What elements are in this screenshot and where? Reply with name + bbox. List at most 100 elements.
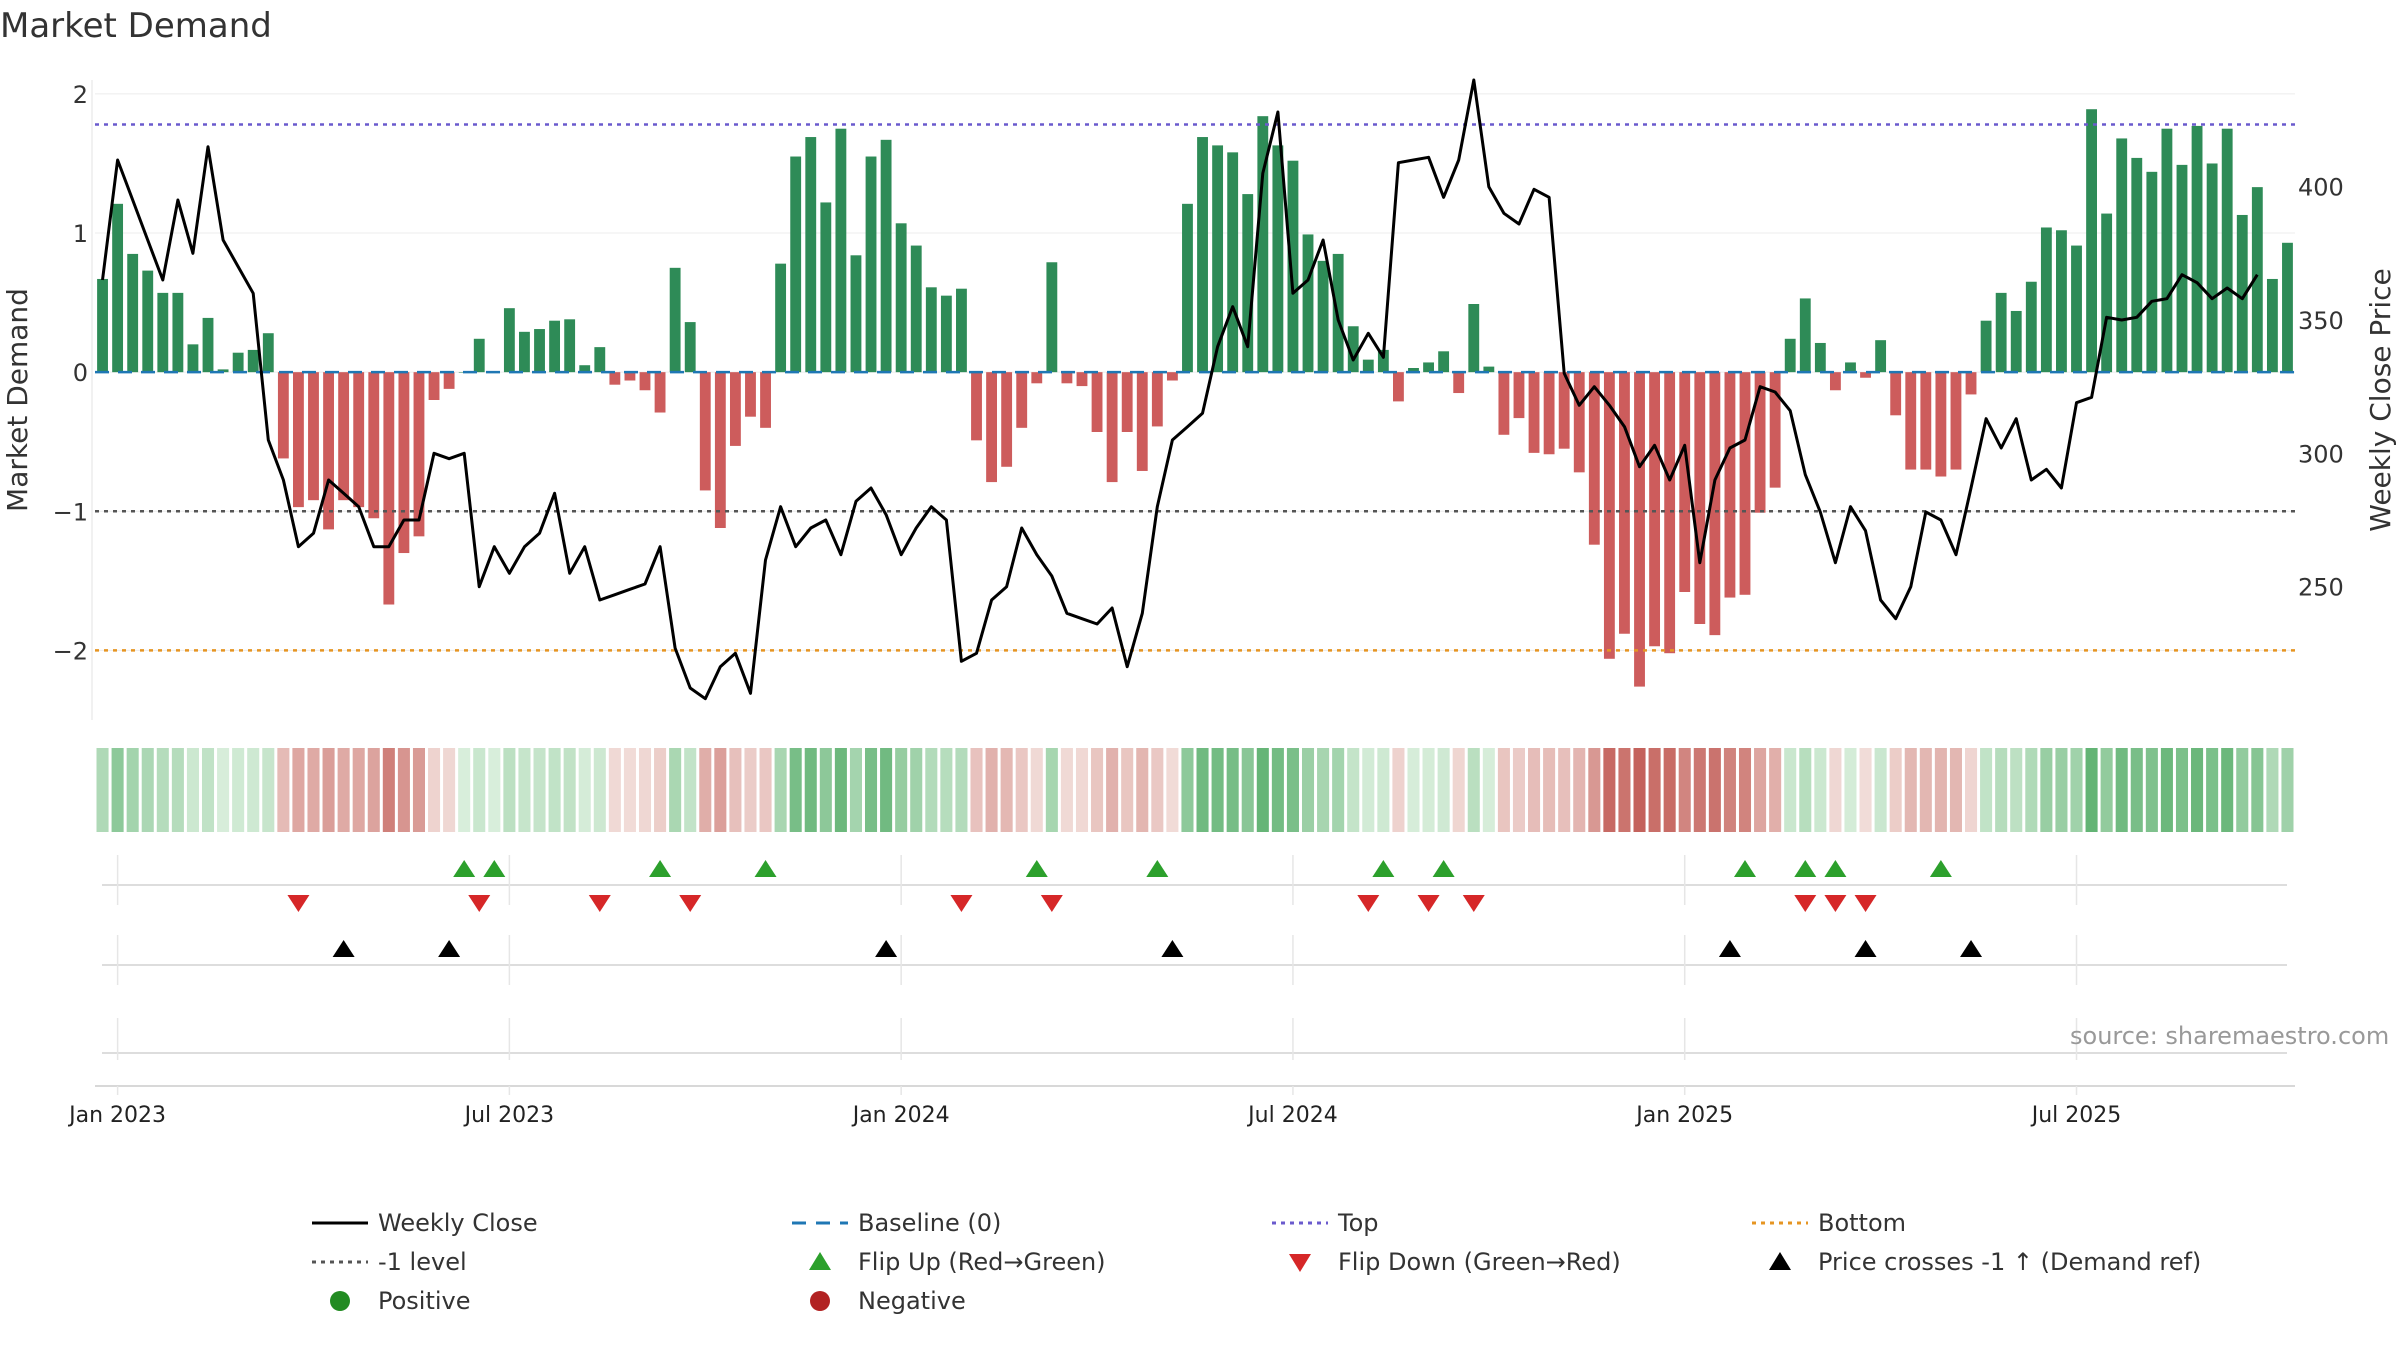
demand-bar-positive	[1995, 292, 2007, 373]
demand-bar-positive	[247, 349, 259, 373]
demand-bar-negative	[1769, 372, 1781, 488]
heat-strip-cell	[2070, 748, 2083, 832]
heat-strip-cell	[262, 748, 275, 832]
demand-bar-negative	[443, 372, 455, 389]
heat-strip-cell	[1889, 748, 1902, 832]
demand-bar-positive	[594, 347, 606, 373]
heat-strip-cell	[367, 748, 380, 832]
heat-strip-cell	[744, 748, 757, 832]
legend-line-swatch	[312, 1221, 368, 1225]
heat-strip-cell	[382, 748, 395, 832]
demand-bar-positive	[1408, 368, 1419, 373]
demand-bar-positive	[519, 331, 530, 373]
heat-strip-cell	[186, 748, 199, 832]
legend-item-flip-up: Flip Up (Red→Green)	[780, 1244, 1106, 1280]
heat-strip-cell	[2025, 748, 2038, 832]
demand-bar-negative	[1649, 372, 1661, 647]
heat-strip-cell	[1482, 748, 1495, 832]
demand-bar-positive	[1784, 338, 1796, 373]
demand-bar-positive	[2131, 157, 2143, 373]
legend-item-positive: Positive	[300, 1283, 471, 1319]
heat-strip-cell	[1648, 748, 1661, 832]
demand-bar-positive	[564, 319, 576, 373]
demand-bar-negative	[1513, 372, 1525, 419]
y2-tick-label: 400	[2298, 174, 2344, 202]
demand-bar-positive	[549, 320, 561, 373]
heat-strip-cell	[201, 748, 215, 832]
demand-bar-positive	[2251, 187, 2263, 373]
price-cross-marker	[332, 940, 355, 957]
heat-strip-cell	[1301, 748, 1315, 832]
demand-bar-negative	[1619, 372, 1630, 634]
heat-strip-cell	[1226, 748, 1239, 832]
legend: Weekly Close Baseline (0) Top Bottom -1 …	[300, 1205, 2250, 1325]
heat-strip-cell	[1497, 748, 1510, 832]
heat-strip-cell	[1271, 748, 1284, 832]
triangle-up-icon	[809, 1252, 831, 1270]
flip-down-marker	[588, 895, 611, 912]
legend-item-weekly-close: Weekly Close	[300, 1205, 538, 1241]
heat-strip-cell	[1528, 748, 1541, 832]
demand-bar-positive	[1242, 194, 1254, 373]
demand-bar-positive	[850, 255, 862, 373]
legend-item-flip-down: Flip Down (Green→Red)	[1260, 1244, 1621, 1280]
demand-bar-positive	[1212, 145, 1224, 373]
demand-bar-positive	[1438, 351, 1450, 373]
x-tick-label: Jan 2023	[67, 1103, 166, 1128]
legend-item-baseline: Baseline (0)	[780, 1205, 1001, 1241]
triangle-down-icon	[1289, 1254, 1311, 1272]
demand-bar-negative	[1905, 372, 1917, 470]
heat-strip-cell	[563, 748, 576, 832]
heat-strip-cell	[2160, 748, 2173, 832]
heat-strip-cell	[2206, 748, 2219, 832]
flip-up-marker	[649, 860, 672, 877]
flip-up-marker	[1824, 860, 1847, 877]
demand-bar-positive	[1197, 137, 1208, 373]
heat-strip-cell	[1980, 748, 1993, 832]
heat-strip-cell	[1106, 748, 1119, 832]
y2-tick-label: 250	[2298, 574, 2344, 602]
demand-bar-positive	[112, 203, 124, 373]
heat-strip-cell	[1151, 748, 1164, 832]
flip-up-marker	[1929, 860, 1952, 877]
heat-strip-cell	[638, 748, 652, 832]
demand-bar-positive	[2266, 278, 2278, 373]
demand-bar-negative	[1453, 372, 1465, 394]
demand-bar-positive	[2176, 164, 2188, 373]
y2-tick-label: 350	[2298, 307, 2344, 335]
heat-strip-cell	[2251, 748, 2264, 832]
demand-bar-positive	[2116, 138, 2128, 373]
price-cross-marker	[1718, 940, 1741, 957]
heat-strip-cell	[443, 748, 456, 832]
demand-bar-positive	[1272, 145, 1284, 373]
x-tick-label: Jul 2024	[1246, 1103, 1338, 1128]
heat-strip-cell	[2145, 748, 2158, 832]
demand-bar-positive	[187, 344, 199, 373]
demand-bar-positive	[202, 317, 214, 373]
demand-bar-negative	[1091, 372, 1103, 432]
heat-strip-cell	[1904, 748, 1917, 832]
demand-bar-positive	[1845, 362, 1856, 373]
demand-bar-positive	[97, 278, 108, 373]
demand-bar-negative	[1151, 372, 1163, 427]
flip-down-marker	[1040, 895, 1063, 912]
heat-strip-cell	[970, 748, 983, 832]
grid-lines	[95, 93, 2295, 1095]
flip-up-marker	[1734, 860, 1756, 877]
heat-strip-cell	[156, 748, 169, 832]
demand-bar-negative	[1061, 372, 1073, 384]
demand-bar-negative	[971, 372, 982, 441]
y-axis-label: Market Demand	[1, 288, 34, 512]
heat-strip-cell	[412, 748, 425, 832]
heat-strip-cell	[1603, 748, 1616, 832]
demand-bar-negative	[1664, 372, 1676, 654]
heat-strip-cell	[1829, 748, 1842, 832]
demand-bar-positive	[172, 292, 184, 373]
heat-strip-cell	[1678, 748, 1691, 832]
heat-strip-cell	[985, 748, 998, 832]
legend-label: Weekly Close	[378, 1209, 538, 1237]
legend-label: -1 level	[378, 1248, 467, 1276]
demand-bar-positive	[2206, 163, 2218, 373]
legend-label: Flip Down (Green→Red)	[1338, 1248, 1621, 1276]
